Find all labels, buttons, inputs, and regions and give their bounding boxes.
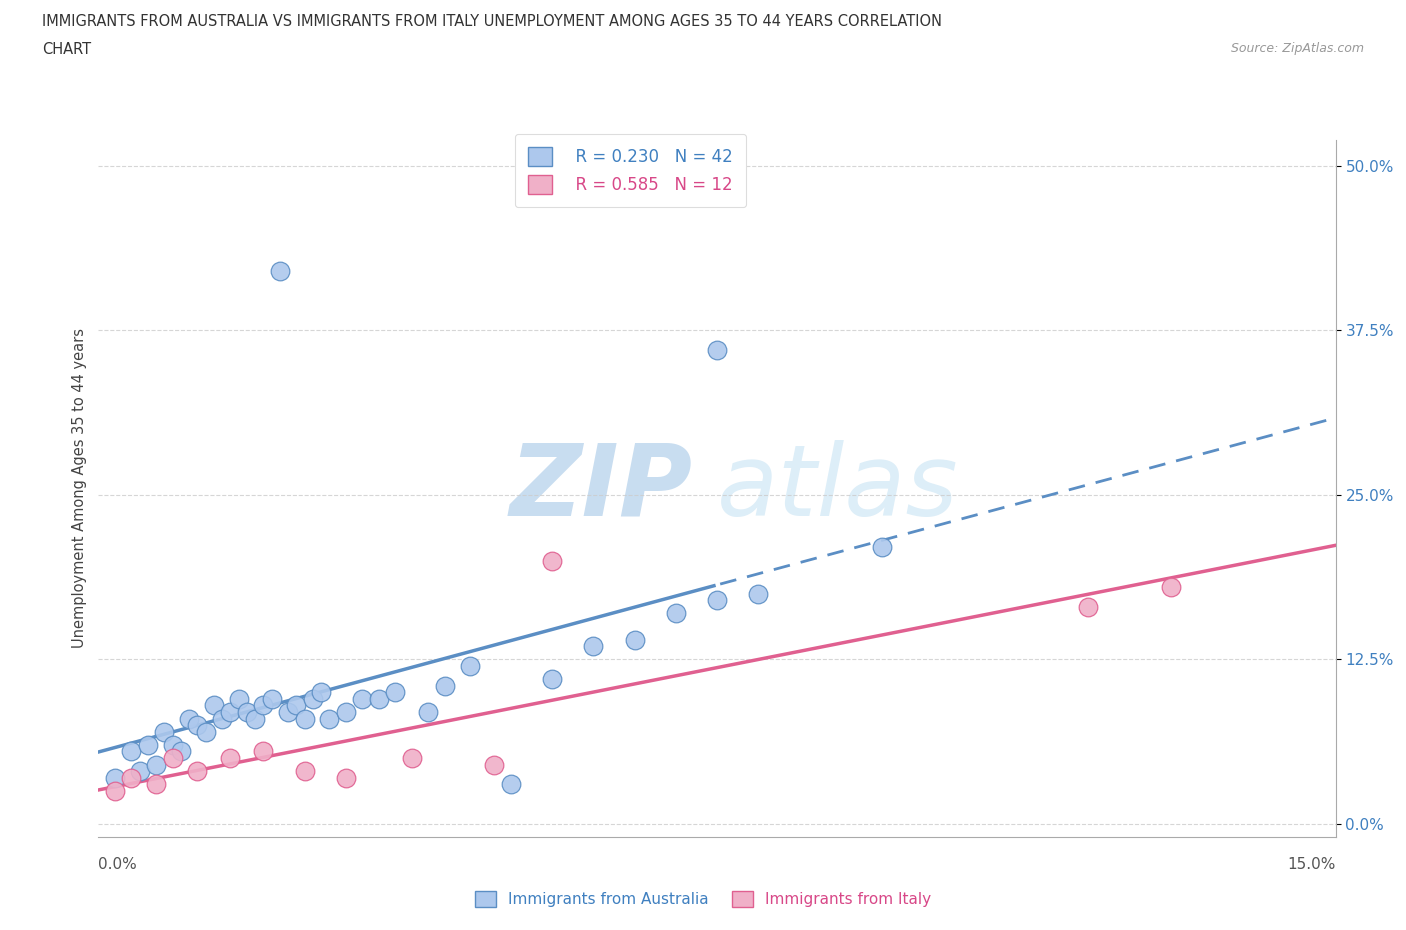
Point [541,671,564,686]
Point [706,342,728,357]
Point [870,540,893,555]
Point [170,744,193,759]
Legend:   R = 0.230   N = 42,   R = 0.585   N = 12: R = 0.230 N = 42, R = 0.585 N = 12 [515,134,747,207]
Point [623,632,645,647]
Point [335,705,357,720]
Point [162,737,184,752]
Point [162,751,184,765]
Point [104,783,127,798]
Point [285,698,308,712]
Point [318,711,340,726]
Point [294,711,316,726]
Point [186,718,208,733]
Point [302,691,325,706]
Point [128,764,150,778]
Point [186,764,208,778]
Point [499,777,522,791]
Point [294,764,316,778]
Text: 15.0%: 15.0% [1288,857,1336,872]
Point [136,737,159,752]
Point [665,605,688,620]
Point [367,691,389,706]
Text: CHART: CHART [42,42,91,57]
Point [335,770,357,785]
Point [1160,579,1182,594]
Point [219,705,242,720]
Point [179,711,201,726]
Point [401,751,423,765]
Point [120,744,142,759]
Point [145,757,167,772]
Point [236,705,259,720]
Y-axis label: Unemployment Among Ages 35 to 44 years: Unemployment Among Ages 35 to 44 years [72,328,87,648]
Text: ZIP: ZIP [509,440,692,537]
Point [384,684,406,699]
Point [418,705,440,720]
Point [260,691,283,706]
Point [243,711,266,726]
Point [309,684,332,699]
Text: IMMIGRANTS FROM AUSTRALIA VS IMMIGRANTS FROM ITALY UNEMPLOYMENT AMONG AGES 35 TO: IMMIGRANTS FROM AUSTRALIA VS IMMIGRANTS … [42,14,942,29]
Point [120,770,142,785]
Point [277,705,299,720]
Point [228,691,250,706]
Point [582,639,605,654]
Text: Source: ZipAtlas.com: Source: ZipAtlas.com [1230,42,1364,55]
Point [252,698,274,712]
Point [458,658,481,673]
Point [747,586,769,601]
Point [269,264,291,279]
Point [145,777,167,791]
Point [541,553,564,568]
Point [706,592,728,607]
Point [1077,599,1099,614]
Point [433,678,456,693]
Point [252,744,274,759]
Point [104,770,127,785]
Point [202,698,225,712]
Legend: Immigrants from Australia, Immigrants from Italy: Immigrants from Australia, Immigrants fr… [468,884,938,913]
Point [153,724,176,739]
Point [194,724,217,739]
Point [211,711,233,726]
Point [219,751,242,765]
Text: 0.0%: 0.0% [98,857,138,872]
Text: atlas: atlas [717,440,959,537]
Point [484,757,506,772]
Point [352,691,374,706]
